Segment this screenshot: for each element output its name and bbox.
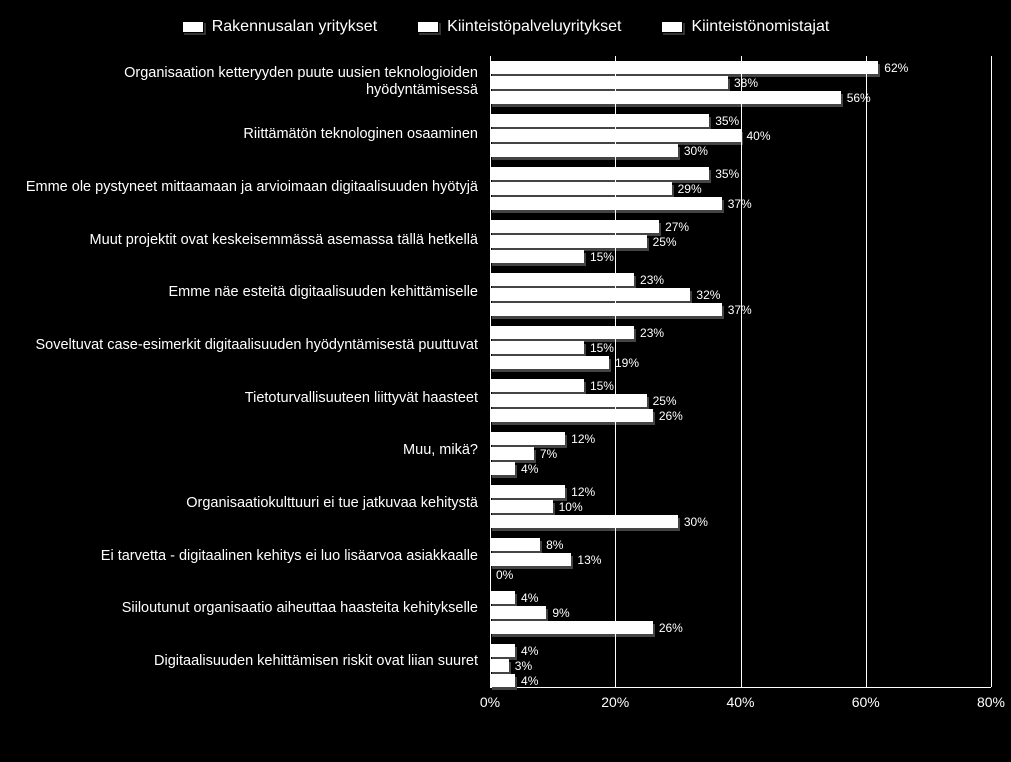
bar-value-label: 8%: [546, 538, 563, 552]
bar-value-label: 26%: [659, 409, 683, 423]
category-label: Riittämätön teknologinen osaaminen: [20, 109, 490, 162]
gridline: [991, 56, 992, 687]
category-label: Muut projektit ovat keskeisemmässä asema…: [20, 214, 490, 267]
bar-value-label: 25%: [653, 394, 677, 408]
bar-value-label: 9%: [552, 606, 569, 620]
bar-value-label: 15%: [590, 250, 614, 264]
gridline: [490, 56, 491, 687]
x-axis: 0%20%40%60%80%: [490, 688, 991, 716]
legend: Rakennusalan yritykset Kiinteistöpalvelu…: [20, 10, 991, 56]
category-label: Digitaalisuuden kehittämisen riskit ovat…: [20, 635, 490, 688]
category-label: Ei tarvetta - digitaalinen kehitys ei lu…: [20, 530, 490, 583]
gridline: [615, 56, 616, 687]
bar-value-label: 12%: [571, 432, 595, 446]
bar-value-label: 30%: [684, 515, 708, 529]
chart: Organisaation ketteryyden puute uusien t…: [20, 56, 991, 716]
bar-value-label: 27%: [665, 220, 689, 234]
bar-value-label: 23%: [640, 273, 664, 287]
bar-value-label: 23%: [640, 326, 664, 340]
legend-item-0: Rakennusalan yritykset: [182, 18, 377, 36]
category-label: Siiloutunut organisaatio aiheuttaa haast…: [20, 583, 490, 636]
category-label: Tietoturvallisuuteen liittyvät haasteet: [20, 372, 490, 425]
bar-value-label: 15%: [590, 379, 614, 393]
legend-swatch-icon: [661, 21, 683, 33]
category-label: Organisaatiokulttuuri ei tue jatkuvaa ke…: [20, 477, 490, 530]
category-label: Emme näe esteitä digitaalisuuden kehittä…: [20, 267, 490, 320]
bar-value-label: 19%: [615, 356, 639, 370]
x-axis-tick-label: 80%: [977, 694, 1005, 710]
x-axis-tick-label: 20%: [601, 694, 629, 710]
bar-value-label: 40%: [747, 129, 771, 143]
bar-value-label: 12%: [571, 485, 595, 499]
category-label: Muu, mikä?: [20, 425, 490, 478]
bar-value-label: 7%: [540, 447, 557, 461]
bar-value-label: 56%: [847, 91, 871, 105]
bar-value-label: 32%: [696, 288, 720, 302]
legend-label: Kiinteistönomistajat: [691, 18, 829, 36]
legend-swatch-icon: [182, 21, 204, 33]
legend-item-1: Kiinteistöpalveluyritykset: [417, 18, 621, 36]
bar-value-label: 3%: [515, 659, 532, 673]
bar-value-label: 15%: [590, 341, 614, 355]
x-axis-tick-label: 0%: [480, 694, 500, 710]
x-axis-tick-label: 40%: [726, 694, 754, 710]
bar-value-label: 4%: [521, 644, 538, 658]
bar-value-label: 4%: [521, 674, 538, 688]
category-label: Soveltuvat case-esimerkit digitaalisuude…: [20, 319, 490, 372]
bar-value-label: 30%: [684, 144, 708, 158]
plot-area: 62%38%56%35%40%30%35%29%37%27%25%15%23%3…: [490, 56, 991, 688]
bar-value-label: 35%: [715, 167, 739, 181]
legend-label: Kiinteistöpalveluyritykset: [447, 18, 621, 36]
bar-value-label: 0%: [496, 568, 513, 582]
x-axis-tick-label: 60%: [852, 694, 880, 710]
bar-value-label: 62%: [884, 61, 908, 75]
legend-swatch-icon: [417, 21, 439, 33]
bar-value-label: 25%: [653, 235, 677, 249]
gridline: [866, 56, 867, 687]
category-label: Emme ole pystyneet mittaamaan ja arvioim…: [20, 161, 490, 214]
category-label: Organisaation ketteryyden puute uusien t…: [20, 56, 490, 109]
bar-value-label: 29%: [678, 182, 702, 196]
bar-value-label: 13%: [577, 553, 601, 567]
bar-value-label: 4%: [521, 591, 538, 605]
bar-value-label: 38%: [734, 76, 758, 90]
legend-item-2: Kiinteistönomistajat: [661, 18, 829, 36]
plot-column: 62%38%56%35%40%30%35%29%37%27%25%15%23%3…: [490, 56, 991, 716]
bar-value-label: 35%: [715, 114, 739, 128]
bar-value-label: 10%: [559, 500, 583, 514]
legend-label: Rakennusalan yritykset: [212, 18, 377, 36]
bar-value-label: 26%: [659, 621, 683, 635]
bar-value-label: 4%: [521, 462, 538, 476]
gridline: [741, 56, 742, 687]
category-labels-column: Organisaation ketteryyden puute uusien t…: [20, 56, 490, 716]
